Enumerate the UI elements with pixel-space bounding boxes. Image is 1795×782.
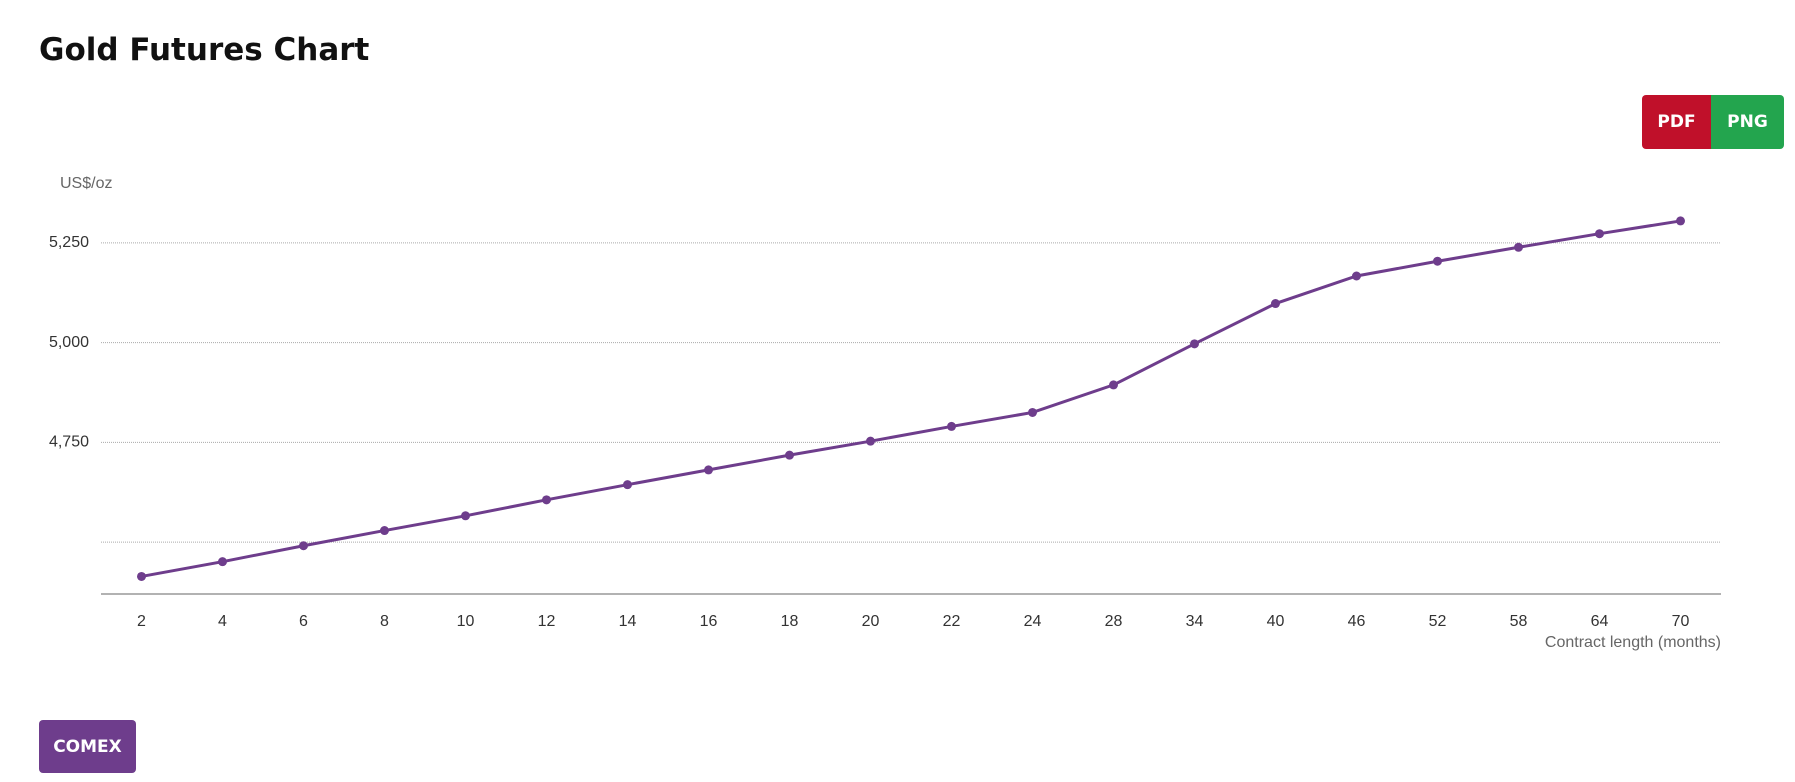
data-point: [1190, 339, 1199, 349]
x-tick-label: 52: [1429, 613, 1447, 630]
data-point: [785, 450, 794, 460]
x-tick-label: 4: [218, 613, 227, 630]
x-tick-label: 58: [1510, 613, 1528, 630]
series-line: [141, 219, 1681, 578]
x-tick-label: 40: [1267, 613, 1285, 630]
data-point: [1352, 271, 1361, 281]
data-point: [866, 436, 875, 446]
comex-button[interactable]: COMEX: [39, 720, 136, 773]
data-point: [380, 526, 389, 536]
y-tick-label: 5,000: [49, 334, 89, 351]
data-point: [1028, 407, 1037, 417]
y-axis-title: US$/oz: [60, 175, 112, 192]
x-tick-label: 70: [1672, 613, 1690, 630]
x-tick-label: 20: [862, 613, 880, 630]
x-tick-label: 34: [1186, 613, 1204, 630]
data-point: [1514, 242, 1523, 252]
y-tick-label: 5,250: [49, 234, 89, 251]
page-title: Gold Futures Chart: [39, 32, 370, 68]
data-point: [1433, 256, 1442, 266]
pdf-button[interactable]: PDF: [1642, 95, 1711, 149]
x-tick-label: 16: [700, 613, 718, 630]
data-point: [1676, 216, 1685, 226]
x-tick-label: 24: [1024, 613, 1042, 630]
x-tick-label: 10: [457, 613, 475, 630]
png-button[interactable]: PNG: [1711, 95, 1784, 149]
x-tick-label: 18: [781, 613, 799, 630]
data-point: [1271, 299, 1280, 309]
data-point: [623, 480, 632, 490]
data-point: [704, 465, 713, 475]
x-tick-label: 28: [1105, 613, 1123, 630]
data-point: [1109, 380, 1118, 390]
data-point: [1595, 229, 1604, 239]
x-tick-label: 46: [1348, 613, 1366, 630]
x-tick-label: 12: [538, 613, 556, 630]
x-tick-label: 22: [943, 613, 961, 630]
x-tick-label: 6: [299, 613, 308, 630]
x-tick-label: 2: [137, 613, 146, 630]
x-tick-label: 8: [380, 613, 389, 630]
chart: US$/oz Contract length (months) 4,750 5,0…: [49, 175, 1721, 651]
data-point: [947, 421, 956, 431]
x-tick-label: 14: [619, 613, 637, 630]
y-tick-label: 4,750: [49, 434, 89, 451]
data-point: [299, 541, 308, 551]
x-axis-title: Contract length (months): [1545, 634, 1721, 651]
data-point: [218, 557, 227, 567]
data-point: [542, 495, 551, 505]
data-point: [137, 571, 146, 581]
data-point: [461, 511, 470, 521]
x-tick-label: 64: [1591, 613, 1609, 630]
